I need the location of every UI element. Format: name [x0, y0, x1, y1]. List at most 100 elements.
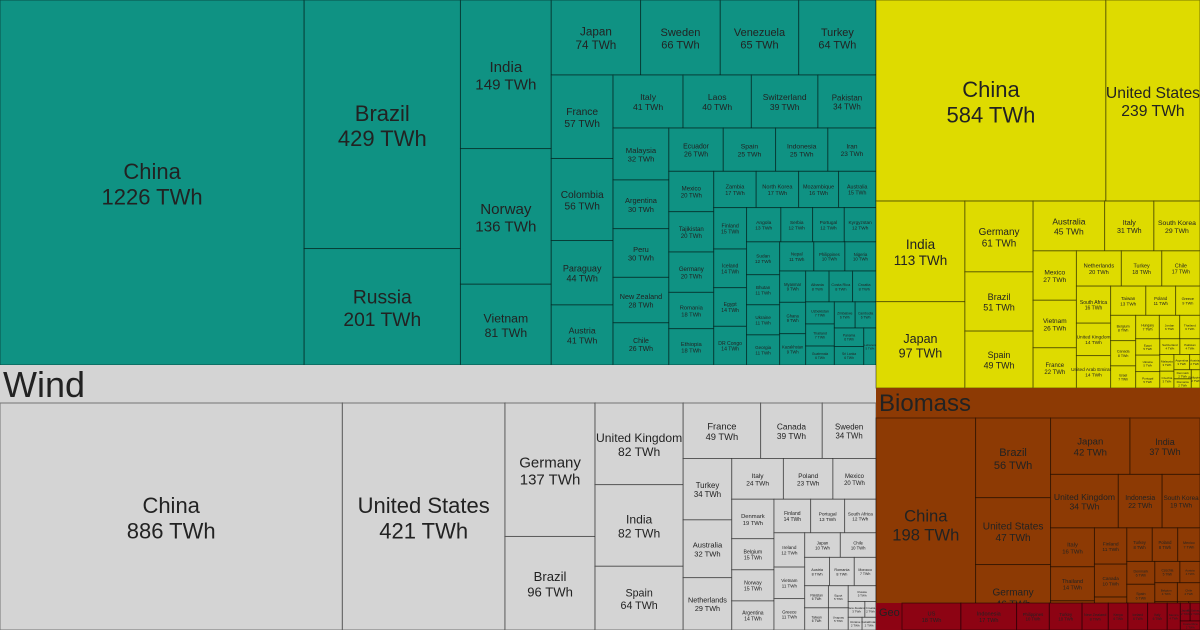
cell-france[interactable]: France49 TWh [682, 402, 762, 459]
cell-russia[interactable]: Russia5 TWh [847, 585, 877, 603]
cell-pakistan[interactable]: Pakistan34 TWh [817, 74, 877, 129]
cell-israel[interactable]: Israel7 TWh [1110, 365, 1137, 389]
cell-canada[interactable]: Canada8 TWh [1110, 340, 1137, 367]
cell-ukraine[interactable]: Ukraine5 TWh [1135, 354, 1161, 373]
cell-cambodia[interactable]: Cambodia6 TWh [854, 301, 877, 329]
cell-iran[interactable]: Iran23 TWh [827, 127, 877, 172]
cell-kenya[interactable]: Kenya6 TWh [1107, 602, 1129, 630]
cell-sweden[interactable]: Sweden34 TWh [821, 402, 877, 459]
cell-taiwan[interactable]: Taiwan6 TWh [804, 607, 829, 630]
cell-sri-lanka[interactable]: Sri Lanka6 TWh [833, 346, 865, 366]
cell-china[interactable]: China1226 TWh [0, 0, 305, 366]
cell-sudan[interactable]: Sudan12 TWh [746, 241, 781, 276]
cell-mexico[interactable]: Mexico20 TWh [832, 457, 877, 500]
cell-argentina[interactable]: Argentina30 TWh [612, 179, 670, 230]
cell-south-korea[interactable]: South Korea29 TWh [1153, 200, 1200, 252]
cell-japan[interactable]: Japan42 TWh [1050, 417, 1131, 475]
cell-belgium[interactable]: Belgium15 TWh [731, 538, 775, 571]
cell-belgium[interactable]: Belgium8 TWh [1110, 314, 1137, 342]
cell-peru[interactable]: Peru30 TWh [612, 228, 670, 278]
cell-switzerland[interactable]: Switzerland39 TWh [750, 74, 819, 129]
cell-indonesia[interactable]: Indonesia25 TWh [775, 127, 829, 172]
cell-japan[interactable]: Japan74 TWh [550, 0, 642, 76]
cell-canada[interactable]: Canada10 TWh [1093, 563, 1128, 598]
cell-austria[interactable]: Austria4 TWh [1179, 560, 1200, 584]
cell-albania[interactable]: Albania8 TWh [805, 270, 830, 303]
cell-dr-congo[interactable]: DR Congo14 TWh [713, 325, 748, 366]
cell-guatemala[interactable]: Guatemala6 TWh [805, 345, 835, 366]
cell-united-states[interactable]: United States239 TWh [1105, 0, 1200, 202]
cell-brazil[interactable]: Brazil96 TWh [504, 535, 596, 630]
cell-netherlands[interactable]: Netherlands29 TWh [682, 577, 733, 630]
cell-nigeria[interactable]: Nigeria10 TWh [844, 241, 877, 272]
cell-argentina[interactable]: Argentina3 TWh [1173, 354, 1191, 371]
cell-costa-rica[interactable]: Costa Rica8 TWh [828, 270, 854, 303]
cell-portugal[interactable]: Portugal12 TWh [812, 207, 845, 243]
cell-australia[interactable]: Australia32 TWh [682, 519, 733, 579]
cell-new-zealand[interactable]: New Zealand3 TWh [848, 601, 866, 618]
cell-panama[interactable]: Panama6 TWh [833, 327, 865, 348]
cell-switzerland[interactable]: Switzerland4 TWh [1159, 338, 1181, 356]
cell-china[interactable]: China584 TWh [875, 0, 1107, 202]
cell-united-kingdom[interactable]: United Kingdom34 TWh [1050, 473, 1119, 529]
cell-spain[interactable]: Spain49 TWh [964, 330, 1034, 389]
cell-denmark[interactable]: Denmark19 TWh [731, 498, 775, 540]
cell-ethiopia[interactable]: Ethiopia18 TWh [668, 328, 715, 366]
cell-australia[interactable]: Australia15 TWh [838, 170, 877, 209]
cell-kyrgyzstan[interactable]: Kyrgyzstan12 TWh [843, 207, 877, 243]
cell-malaysia[interactable]: Malaysia32 TWh [612, 127, 670, 181]
cell-us[interactable]: US18 TWh [901, 602, 962, 630]
cell-united-kingdom[interactable]: United Kingdom82 TWh [594, 402, 684, 486]
cell-mexico[interactable]: Mexico7 TWh [1177, 527, 1200, 562]
cell-turkey[interactable]: Turkey8 TWh [1126, 527, 1153, 562]
cell-costa-rica[interactable]: Costa Rica2 TWh [1179, 620, 1200, 630]
cell-india[interactable]: India113 TWh [875, 200, 966, 303]
cell-romania[interactable]: Romania2 TWh [1173, 378, 1192, 389]
cell-norway[interactable]: Norway136 TWh [459, 148, 552, 285]
cell-georgia[interactable]: Georgia11 TWh [746, 334, 781, 366]
cell-iceland[interactable]: Iceland14 TWh [713, 248, 748, 289]
cell-australia[interactable]: Australia45 TWh [1032, 200, 1106, 252]
cell-pakistan[interactable]: Pakistan6 TWh [804, 585, 829, 609]
cell-mozambique[interactable]: Mozambique16 TWh [798, 170, 840, 209]
cell-romania[interactable]: Romania8 TWh [829, 556, 855, 587]
cell-taiwan[interactable]: Taiwan13 TWh [1110, 285, 1147, 316]
cell-south-korea[interactable]: South Korea19 TWh [1161, 473, 1200, 529]
cell-ecuador[interactable]: Ecuador26 TWh [668, 127, 724, 172]
cell-pakistan[interactable]: Pakistan4 TWh [1179, 338, 1200, 356]
cell-chile[interactable]: Chile26 TWh [612, 322, 670, 366]
cell-zimbabwe[interactable]: Zimbabwe6 TWh [833, 301, 856, 329]
cell-italy[interactable]: Italy41 TWh [612, 74, 684, 129]
cell-turkey[interactable]: Turkey64 TWh [798, 0, 877, 76]
cell-spain[interactable]: Spain64 TWh [594, 565, 684, 630]
cell-kazakhstan[interactable]: Kazakhstan9 TWh [779, 333, 807, 366]
cell-brazil[interactable]: Brazil429 TWh [303, 0, 461, 250]
cell-italy[interactable]: Italy6 TWh [1147, 602, 1168, 630]
cell-ukraine[interactable]: Ukraine11 TWh [746, 304, 781, 336]
cell-argentina[interactable]: Argentina14 TWh [731, 600, 775, 630]
cell-russia[interactable]: Russia201 TWh [303, 248, 461, 366]
cell-india[interactable]: India37 TWh [1129, 417, 1200, 475]
cell-angola[interactable]: Angola13 TWh [746, 207, 782, 243]
cell-south-africa[interactable]: South Africa16 TWh [1075, 285, 1112, 324]
cell-poland[interactable]: Poland8 TWh [1151, 527, 1179, 562]
cell-india[interactable]: India149 TWh [459, 0, 552, 150]
cell-mexico[interactable]: Mexico4 TWh [1166, 602, 1181, 630]
cell-china[interactable]: China886 TWh [0, 402, 343, 630]
cell-brazil[interactable]: Brazil56 TWh [975, 417, 1052, 499]
cell-italy[interactable]: Italy16 TWh [1050, 527, 1095, 568]
cell-south-africa[interactable]: South Africa12 TWh [844, 498, 877, 534]
cell-indonesia[interactable]: Indonesia17 TWh [960, 602, 1018, 630]
cell-thailand[interactable]: Thailand7 TWh [805, 323, 835, 347]
cell-venezuela[interactable]: Venezuela65 TWh [719, 0, 800, 76]
cell-italy[interactable]: Italy31 TWh [1104, 200, 1155, 252]
cell-germany[interactable]: Germany61 TWh [964, 200, 1034, 273]
cell-vietnam[interactable]: Vietnam26 TWh [1032, 299, 1077, 349]
cell-uruguay[interactable]: Uruguay5 TWh [827, 607, 849, 630]
cell-iceland[interactable]: Iceland6 TWh [1127, 602, 1149, 630]
cell-denmark[interactable]: Denmark6 TWh [1126, 560, 1156, 585]
cell-canada[interactable]: Canada39 TWh [760, 402, 823, 459]
cell-united-states[interactable]: United States421 TWh [341, 402, 506, 630]
cell-chile[interactable]: Chile4 TWh [1176, 582, 1200, 603]
cell-france[interactable]: France57 TWh [550, 74, 614, 159]
